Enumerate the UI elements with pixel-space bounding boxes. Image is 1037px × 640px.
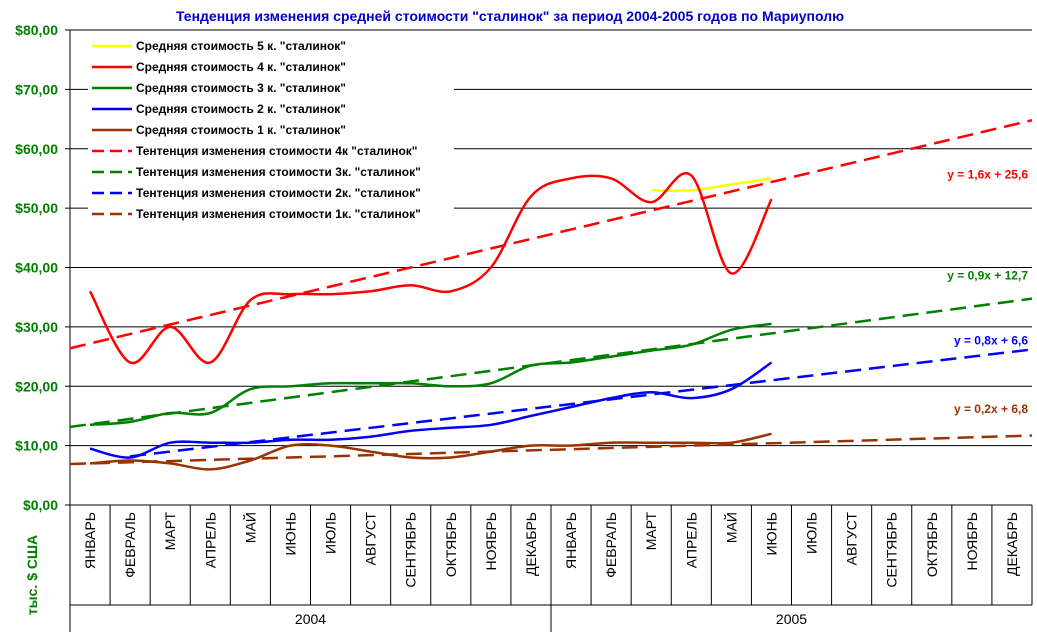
legend-label: Средняя стоимость 3 к. "сталинок" [136,81,346,95]
series-line [89,432,772,471]
legend-label: Средняя стоимость 4 к. "сталинок" [136,60,346,74]
x-category-label: СЕНТЯБРЬ [884,512,900,588]
trend-line [69,434,1033,466]
y-tick-label: $50,00 [15,200,58,216]
x-category-label: АПРЕЛЬ [683,512,699,568]
legend-label: Средняя стоимость 5 к. "сталинок" [136,39,346,53]
legend-label: Тентенция изменения стоимости 1к. "стали… [136,207,421,221]
x-category-label: НОЯБРЬ [964,512,980,571]
y-tick-label: $80,00 [15,22,58,38]
x-category-label: ДЕКАБРЬ [523,512,539,576]
x-axis-categories: ЯНВАРЬ ФЕВРАЛЬ МАРТ АПРЕЛЬ МАЙ ИЮНЬ ИЮЛЬ АВГУСТ… [82,512,1020,588]
x-category-label: ЯНВАРЬ [563,512,579,569]
legend-label: Средняя стоимость 2 к. "сталинок" [136,102,346,116]
x-category-label: ОКТЯБРЬ [443,512,459,577]
legend-background [88,34,454,227]
legend-label: Средняя стоимость 1 к. "сталинок" [136,123,346,137]
x-category-label: НОЯБРЬ [483,512,499,571]
y-axis-label: тыс. $ США [24,535,40,615]
x-category-label: МАЙ [241,512,258,543]
x-category-label: ЯНВАРЬ [82,512,98,569]
x-category-label: ДЕКАБРЬ [1004,512,1020,576]
legend-label: Тентенция изменения стоимости 3к. "стали… [136,165,421,179]
trend-equation: y = 1,6x + 25,6 [947,167,1028,181]
trend-line [129,348,1033,458]
series-line [88,172,773,365]
series-layer [69,119,1033,471]
x-category-label: ИЮНЬ [763,512,779,556]
x-category-label: МАЙ [722,512,739,543]
y-tick-label: $70,00 [15,81,58,97]
trend-equation: y = 0,8x + 6,6 [954,334,1028,348]
series-line [89,361,773,459]
x-category-label: ИЮНЬ [282,512,298,556]
legend-label: Тентенция изменения стоимости 4к "сталин… [136,144,417,158]
x-category-label: ОКТЯБРЬ [924,512,940,577]
legend-label: Тентенция изменения стоимости 2к. "стали… [136,186,421,200]
y-axis-ticks: $0,00 $10,00 $20,00 $30,00 $40,00 $50,00 $60,0… [15,22,70,513]
trend-equation: y = 0,9x + 12,7 [947,268,1028,282]
y-tick-label: $60,00 [15,141,58,157]
y-tick-label: $40,00 [15,260,58,276]
x-axis-years: 2004 2005 [295,611,807,627]
x-category-label: ФЕВРАЛЬ [603,512,619,578]
x-category-label: АПРЕЛЬ [202,512,218,568]
series-line [651,177,772,192]
y-tick-label: $10,00 [15,438,58,454]
y-tick-label: $30,00 [15,319,58,335]
x-category-label: ИЮЛЬ [323,512,339,554]
y-tick-label: $0,00 [23,497,58,513]
x-category-label: МАРТ [643,512,659,551]
x-category-label: МАРТ [162,512,178,551]
legend: Средняя стоимость 5 к. "сталинок" Средняя… [88,34,454,227]
trend-equation: y = 0,2x + 6,8 [954,402,1028,416]
x-category-label: ИЮЛЬ [804,512,820,554]
x-category-label: АВГУСТ [363,512,379,566]
x-category-label: АВГУСТ [844,512,860,566]
x-category-label: СЕНТЯБРЬ [403,512,419,588]
year-label: 2005 [776,611,807,627]
series-line [89,322,772,427]
chart-title: Тенденция изменения средней стоимости "с… [176,8,844,24]
y-tick-label: $20,00 [15,378,58,394]
x-category-label: ФЕВРАЛЬ [122,512,138,578]
trend-equations: y = 1,6x + 25,6 y = 0,9x + 12,7 y = 0,8x +… [947,167,1028,416]
axes [69,30,1033,632]
trend-line [69,119,1033,350]
year-label: 2004 [295,611,326,627]
